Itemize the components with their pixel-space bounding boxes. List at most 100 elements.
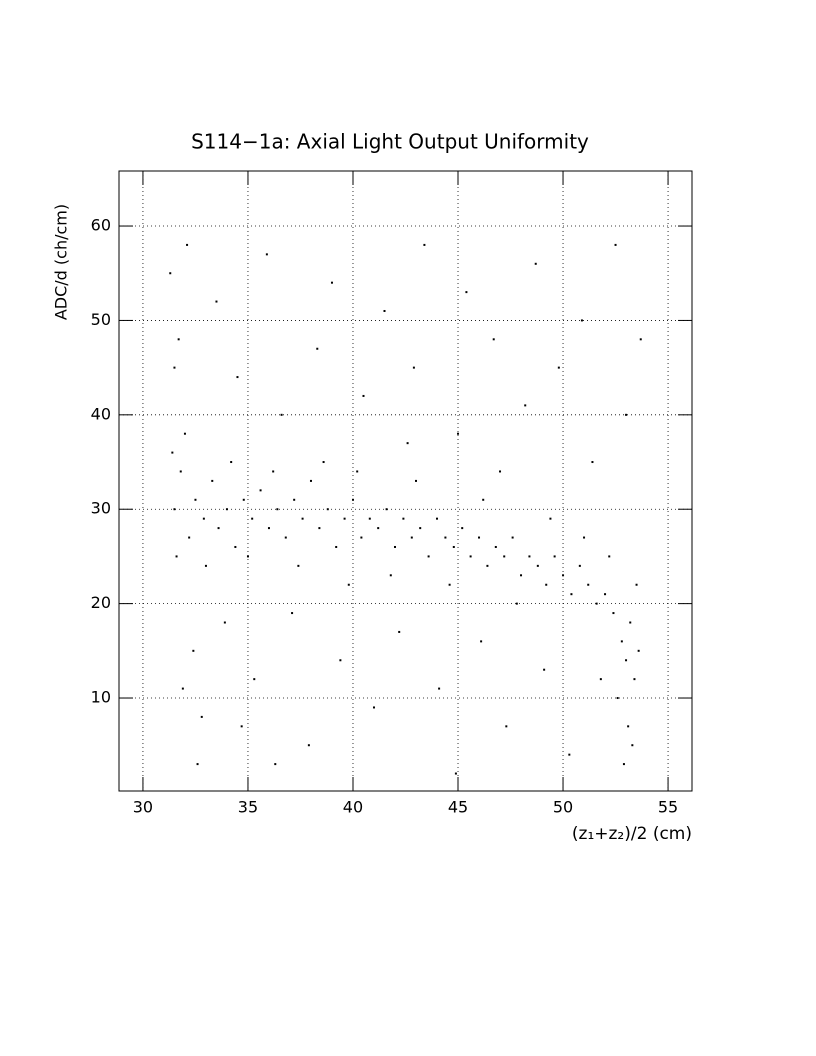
point — [377, 527, 380, 530]
point — [406, 442, 409, 445]
point — [339, 659, 342, 662]
point — [534, 262, 537, 265]
point — [347, 583, 350, 586]
point — [622, 763, 625, 766]
point — [410, 536, 413, 539]
point — [251, 517, 254, 520]
y-axis-label: ADC/d (ch/cm) — [52, 204, 71, 320]
point — [309, 479, 312, 482]
point — [362, 394, 365, 397]
point — [591, 461, 594, 464]
point — [200, 715, 203, 718]
point — [274, 763, 277, 766]
point — [570, 593, 573, 596]
point — [343, 517, 346, 520]
point — [186, 243, 189, 246]
point — [223, 621, 226, 624]
point — [297, 564, 300, 567]
point — [478, 536, 481, 539]
x-tick-label: 55 — [658, 798, 678, 817]
point — [543, 668, 546, 671]
point — [595, 602, 598, 605]
point — [620, 640, 623, 643]
point — [280, 413, 283, 416]
point — [482, 498, 485, 501]
point — [318, 527, 321, 530]
point — [608, 555, 611, 558]
point — [284, 536, 287, 539]
point — [211, 479, 214, 482]
point — [179, 470, 182, 473]
point — [272, 470, 275, 473]
point — [301, 517, 304, 520]
point — [171, 451, 174, 454]
point — [330, 281, 333, 284]
point — [415, 479, 418, 482]
point — [412, 366, 415, 369]
point — [383, 309, 386, 312]
point — [307, 744, 310, 747]
point — [322, 461, 325, 464]
point — [612, 612, 615, 615]
point — [204, 564, 207, 567]
point — [196, 763, 199, 766]
x-tick-label: 35 — [238, 798, 258, 817]
point — [267, 527, 270, 530]
point — [528, 555, 531, 558]
point — [639, 338, 642, 341]
point — [177, 338, 180, 341]
point — [461, 527, 464, 530]
point — [398, 630, 401, 633]
x-tick-label: 40 — [343, 798, 363, 817]
point — [469, 555, 472, 558]
x-tick-label: 45 — [448, 798, 468, 817]
y-tick-label: 10 — [91, 688, 111, 707]
point — [562, 574, 565, 577]
point — [265, 253, 268, 256]
point — [202, 517, 205, 520]
point — [236, 376, 239, 379]
point — [173, 508, 176, 511]
x-tick-label: 30 — [133, 798, 153, 817]
point — [625, 413, 628, 416]
point — [393, 545, 396, 548]
point — [419, 527, 422, 530]
point — [444, 536, 447, 539]
point — [240, 725, 243, 728]
point — [627, 725, 630, 728]
x-axis-label: (z₁+z₂)/2 (cm) — [572, 824, 692, 844]
point — [360, 536, 363, 539]
point — [629, 621, 632, 624]
y-tick-label: 60 — [91, 216, 111, 235]
point — [402, 517, 405, 520]
y-tick-label: 30 — [91, 499, 111, 518]
point — [637, 649, 640, 652]
point — [452, 545, 455, 548]
point — [225, 508, 228, 511]
point — [568, 753, 571, 756]
point — [169, 272, 172, 275]
point — [335, 545, 338, 548]
point — [599, 678, 602, 681]
point — [557, 366, 560, 369]
point — [234, 545, 237, 548]
point — [454, 772, 457, 775]
point — [217, 527, 220, 530]
point — [520, 574, 523, 577]
point — [351, 498, 354, 501]
point — [259, 489, 262, 492]
point — [536, 564, 539, 567]
point — [616, 697, 619, 700]
point — [492, 338, 495, 341]
point — [505, 725, 508, 728]
point — [587, 583, 590, 586]
point — [242, 498, 245, 501]
point — [465, 291, 468, 294]
point — [503, 555, 506, 558]
y-tick-label: 20 — [91, 593, 111, 612]
point — [480, 640, 483, 643]
point — [192, 649, 195, 652]
point — [631, 744, 634, 747]
point — [524, 404, 527, 407]
